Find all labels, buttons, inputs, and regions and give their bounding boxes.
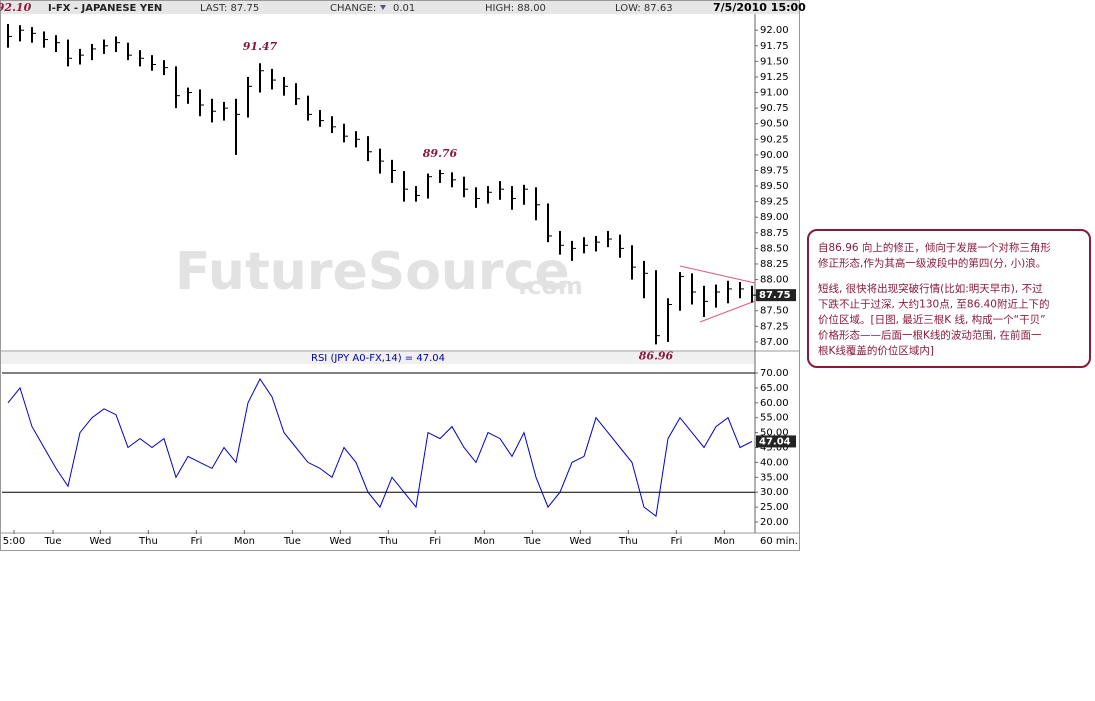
rsi-title: RSI (JPY A0-FX,14) = 47.04 xyxy=(311,353,445,364)
triangle-upper xyxy=(679,265,756,284)
period-label: 60 min. xyxy=(760,536,798,547)
y-tick-label: 91.50 xyxy=(760,56,789,67)
chart-frame xyxy=(0,0,800,551)
x-tick-label: Thu xyxy=(618,536,638,547)
y-tick-label: 87.50 xyxy=(760,306,789,317)
note-line: 自86.96 向上的修正，倾向于发展一个对称三角形 xyxy=(818,241,1051,254)
x-tick-label: Fri xyxy=(190,536,202,547)
y-tick-label: 89.00 xyxy=(760,212,789,223)
y-tick-label: 35.00 xyxy=(760,472,789,483)
y-tick-label: 88.25 xyxy=(760,259,789,270)
y-tick-label: 20.00 xyxy=(760,517,789,528)
y-tick-label: 92.00 xyxy=(760,25,789,36)
last-value-tag xyxy=(756,435,796,448)
y-tick-label: 25.00 xyxy=(760,502,789,513)
y-tick-label: 89.75 xyxy=(760,165,789,176)
note-line: 价格形态——后面一根K线的波动范围, 在前面一 xyxy=(818,329,1042,342)
x-tick-label: Thu xyxy=(378,536,398,547)
price-annotation: 91.47 xyxy=(243,40,278,53)
y-tick-label: 90.50 xyxy=(760,119,789,130)
x-tick-label: Tue xyxy=(283,536,301,547)
x-tick-label: Tue xyxy=(523,536,541,547)
rsi-title-bar xyxy=(1,352,755,364)
last-value-label: 87.75 xyxy=(759,290,791,301)
y-tick-label: 65.00 xyxy=(760,383,789,394)
header-bar xyxy=(1,1,799,14)
y-tick-label: 90.00 xyxy=(760,150,789,161)
x-tick-label: Tue xyxy=(43,536,61,547)
header-date: 7/5/2010 15:00 xyxy=(713,1,806,14)
x-tick-label: Fri xyxy=(429,536,441,547)
y-tick-label: 91.75 xyxy=(760,41,789,52)
price-annotation: 89.76 xyxy=(423,147,458,160)
x-tick-label: Fri xyxy=(670,536,682,547)
y-tick-label: 45.00 xyxy=(760,443,789,454)
watermark-suffix: .com xyxy=(518,272,583,300)
rsi-line xyxy=(7,378,753,517)
y-tick-label: 60.00 xyxy=(760,398,789,409)
price-annotation: 86.96 xyxy=(639,349,674,362)
change-arrow xyxy=(380,5,386,10)
y-tick-label: 50.00 xyxy=(760,428,789,439)
y-tick-label: 88.50 xyxy=(760,243,789,254)
x-tick-label: Wed xyxy=(569,536,591,547)
x-tick-label: Mon xyxy=(714,536,735,547)
y-tick-label: 87.00 xyxy=(760,337,789,348)
last-value-tag xyxy=(756,289,796,302)
header-high: HIGH: 88.00 xyxy=(485,3,546,14)
x-tick-label: Mon xyxy=(234,536,255,547)
header-low: LOW: 87.63 xyxy=(615,3,673,14)
y-tick-label: 55.00 xyxy=(760,413,789,424)
y-tick-label: 89.25 xyxy=(760,197,789,208)
x-tick-label: Thu xyxy=(138,536,158,547)
y-tick-label: 40.00 xyxy=(760,457,789,468)
y-tick-label: 88.75 xyxy=(760,228,789,239)
header-last: LAST: 87.75 xyxy=(200,3,259,14)
note-line: 根K线覆盖的价位区域内] xyxy=(818,344,934,357)
x-tick-label: Mon xyxy=(474,536,495,547)
x-tick-label: Wed xyxy=(89,536,111,547)
x-tick-label: 5:00 xyxy=(3,536,25,547)
price-bars xyxy=(7,23,756,345)
note-line: 修正形态,作为其高一级波段中的第四(分, 小)浪。 xyxy=(818,257,1046,270)
y-tick-label: 30.00 xyxy=(760,487,789,498)
y-tick-label: 91.00 xyxy=(760,88,789,99)
header-change: 0.01 xyxy=(393,3,415,14)
last-value-label: 47.04 xyxy=(759,436,791,447)
x-tick-label: Wed xyxy=(329,536,351,547)
y-tick-label: 87.25 xyxy=(760,321,789,332)
y-tick-label: 88.00 xyxy=(760,275,789,286)
triangle-pattern xyxy=(679,265,756,323)
note-box xyxy=(807,229,1091,368)
note-line: 短线, 很快将出现突破行情(比如:明天早市), 不过 xyxy=(818,282,1043,295)
header-title: I-FX - JAPANESE YEN xyxy=(48,3,162,14)
triangle-lower xyxy=(699,300,756,323)
header-change-label: CHANGE: xyxy=(330,3,376,14)
y-tick-label: 89.50 xyxy=(760,181,789,192)
y-tick-label: 91.25 xyxy=(760,72,789,83)
watermark: FutureSource xyxy=(175,242,570,302)
y-tick-label: 70.00 xyxy=(760,368,789,379)
note-line: 价位区域。[日图, 最近三根K 线, 构成一个“干贝” xyxy=(818,313,1046,326)
y-tick-label: 90.25 xyxy=(760,134,789,145)
y-tick-label: 90.75 xyxy=(760,103,789,114)
note-line: 下跌不止于过深, 大约130点, 至86.40附近上下的 xyxy=(818,298,1049,311)
price-annotation: 92.10 xyxy=(0,1,32,14)
